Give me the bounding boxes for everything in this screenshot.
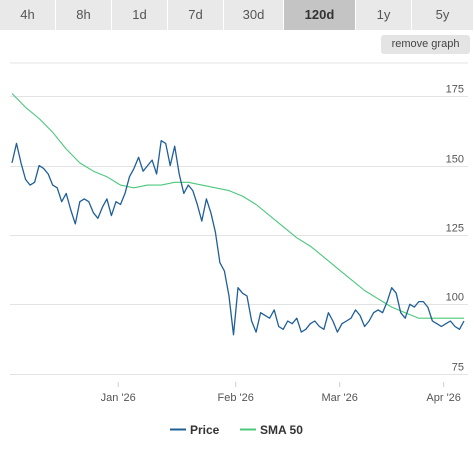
y-tick-label: 150 xyxy=(446,154,464,166)
x-axis-ticks: Jan '26 Feb '26 Mar '26 Apr '26 xyxy=(101,382,461,404)
tab-120d[interactable]: 120d xyxy=(284,0,356,30)
grid-lines xyxy=(10,62,468,375)
remove-graph-button[interactable]: remove graph xyxy=(381,35,470,54)
legend-label-sma-50[interactable]: SMA 50 xyxy=(260,423,303,437)
timeframe-tabs: 4h 8h 1d 7d 30d 120d 1y 5y xyxy=(0,0,474,30)
y-axis-ticks: 75 100 125 150 175 xyxy=(446,84,464,374)
tab-1d[interactable]: 1d xyxy=(112,0,168,30)
tab-4h[interactable]: 4h xyxy=(0,0,56,30)
y-tick-label: 175 xyxy=(446,84,464,96)
series-line-price xyxy=(11,140,465,336)
y-tick-label: 125 xyxy=(446,223,464,235)
tab-5y[interactable]: 5y xyxy=(412,0,474,30)
tab-30d[interactable]: 30d xyxy=(224,0,284,30)
y-tick-label: 100 xyxy=(446,292,464,304)
x-tick-label: Mar '26 xyxy=(322,392,358,404)
tab-1y[interactable]: 1y xyxy=(356,0,412,30)
x-tick-label: Jan '26 xyxy=(101,392,136,404)
legend: Price SMA 50 xyxy=(170,423,303,437)
tab-7d[interactable]: 7d xyxy=(168,0,224,30)
x-tick-label: Feb '26 xyxy=(218,392,254,404)
tab-8h[interactable]: 8h xyxy=(56,0,112,30)
series-line-sma-50 xyxy=(11,93,464,319)
legend-label-price[interactable]: Price xyxy=(190,423,220,437)
y-tick-label: 75 xyxy=(452,362,464,374)
series-lines xyxy=(11,93,465,336)
x-tick-label: Apr '26 xyxy=(426,392,461,404)
